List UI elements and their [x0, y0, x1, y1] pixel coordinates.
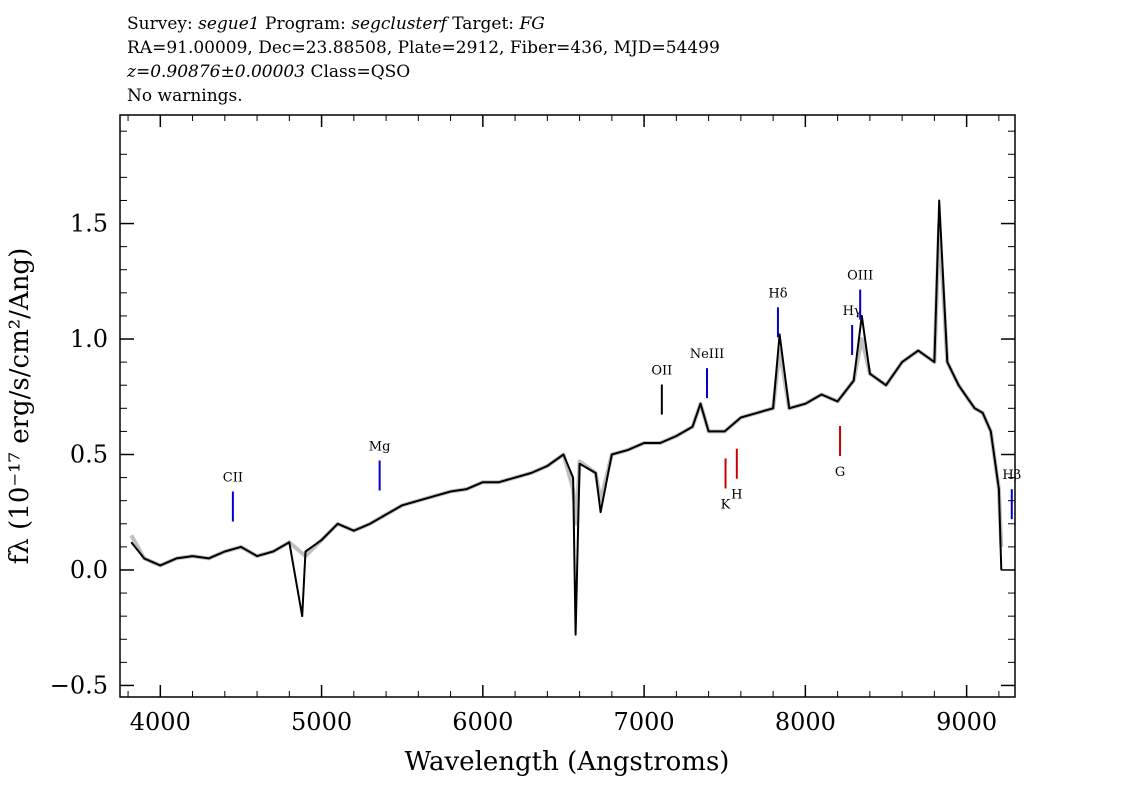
x-tick-label: 8000: [775, 708, 836, 736]
spectral-lines-layer: CII Mg OII NeIII Hδ Hγ OIII Hβ KH G: [223, 269, 1021, 522]
header-line-survey: Survey: segue1 Program: segclusterf Targ…: [127, 12, 720, 36]
y-tick-label: 0.0: [70, 556, 108, 584]
header-line-redshift: z=0.90876±0.00003 Class=QSO: [127, 60, 720, 84]
y-tick-label: 1.5: [70, 210, 108, 238]
spectrum-header: Survey: segue1 Program: segclusterf Targ…: [127, 12, 720, 108]
absorption-line-label: G: [835, 465, 845, 480]
absorption-line-label: H: [731, 488, 742, 503]
emission-line-label: Hβ: [1002, 468, 1021, 483]
emission-line-label: NeIII: [690, 347, 724, 362]
x-tick-label: 5000: [291, 708, 352, 736]
program-label: Program:: [259, 14, 352, 34]
survey-value: segue1: [198, 14, 260, 34]
x-axis-title: Wavelength (Angstroms): [405, 747, 730, 777]
y-axis-title: fλ (10⁻¹⁷ erg/s/cm²/Ang): [5, 248, 35, 564]
y-tick-label: 1.0: [70, 325, 108, 353]
header-line-coordinates: RA=91.00009, Dec=23.88508, Plate=2912, F…: [127, 38, 720, 58]
x-tick-label: 7000: [614, 708, 675, 736]
series-layer: [129, 199, 1004, 636]
target-label: Target:: [446, 14, 520, 34]
x-tick-label: 9000: [936, 708, 997, 736]
redshift-value: z=0.90876±0.00003: [127, 62, 306, 82]
y-tick-label: 0.5: [70, 441, 108, 469]
emission-line-label: CII: [223, 470, 243, 485]
x-tick-label: 6000: [452, 708, 513, 736]
emission-line-label: OII: [651, 364, 672, 379]
program-value: segclusterf: [351, 14, 447, 34]
class-value: Class=QSO: [305, 62, 411, 82]
target-value: FG: [519, 14, 545, 34]
flux-series-line: [130, 199, 1003, 636]
absorption-line-label: K: [721, 497, 731, 512]
emission-line-label: Hγ: [843, 304, 862, 319]
plot-frame: [119, 114, 1016, 698]
header-line-warnings: No warnings.: [127, 86, 243, 106]
emission-line-label: Mg: [369, 440, 391, 455]
x-tick-label: 4000: [130, 708, 191, 736]
emission-line-label: Hδ: [768, 286, 787, 301]
emission-line-label: OIII: [847, 269, 873, 284]
ticks-layer: 4000 5000 6000 7000 8000 9000 −0.5 0.0 0.5 1.0 1.5: [50, 115, 1015, 736]
y-tick-label: −0.5: [50, 671, 108, 699]
survey-label: Survey:: [127, 14, 199, 34]
